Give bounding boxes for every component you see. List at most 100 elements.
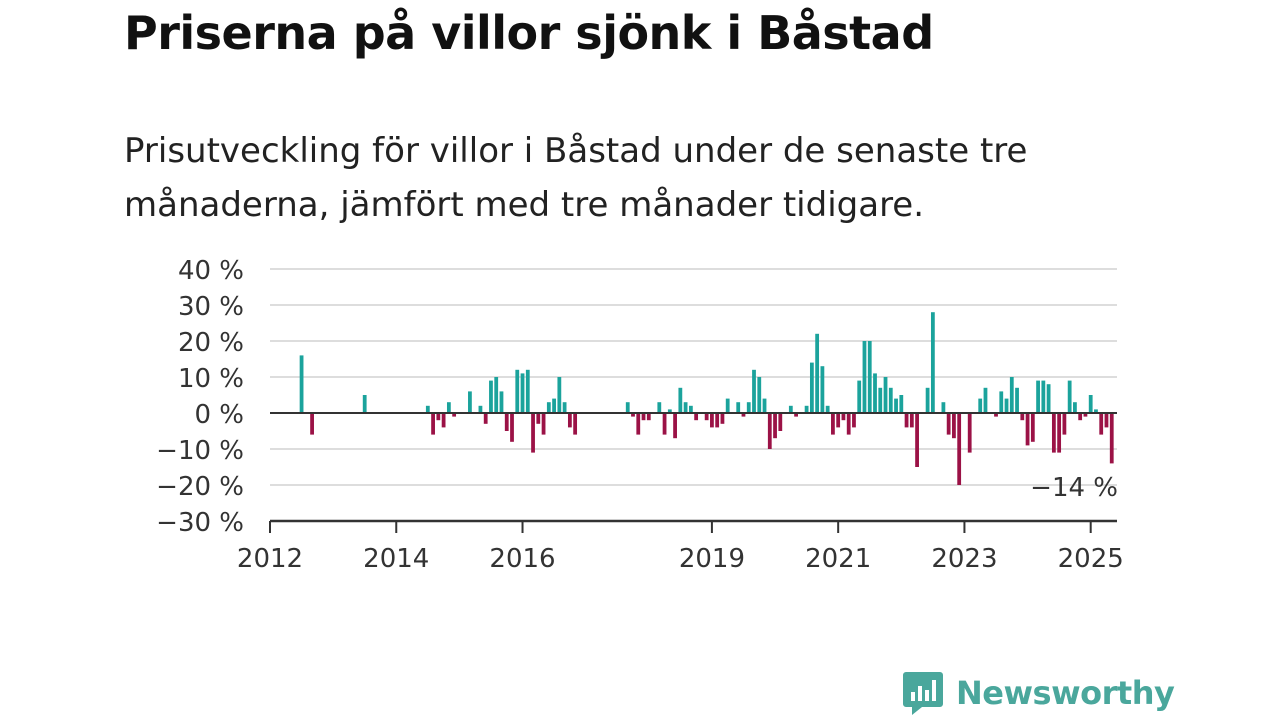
bar [809,362,814,413]
bar [1057,413,1062,453]
bar [1004,398,1009,413]
bar [1109,413,1114,464]
y-tick-label: −20 % [156,472,244,502]
newsworthy-chart-bubble-icon [903,672,943,715]
bar [510,413,514,442]
bar [778,413,783,431]
y-tick-label: −10 % [156,436,244,466]
newsworthy-logo: Newsworthy [902,670,1175,716]
y-tick-label: 0 % [194,400,244,430]
bar [557,377,562,413]
bar [441,413,446,428]
bar [425,405,430,413]
y-tick-label: 10 % [178,364,244,394]
brand-name: Newsworthy [956,674,1175,712]
bar [1025,413,1030,446]
y-tick-label: −30 % [156,508,244,538]
bar [862,341,867,413]
bar [762,398,767,413]
bar [657,402,662,413]
bar [941,402,946,413]
x-tick-label: 2012 [237,544,303,574]
bar [715,413,720,428]
bar [725,398,730,413]
bar [904,413,909,428]
bar [746,402,751,413]
bar [504,413,509,431]
bar [930,312,935,413]
bar [1036,380,1040,413]
bar [888,387,893,413]
bar [788,405,793,413]
x-tick-label: 2021 [805,544,871,574]
bar [1078,413,1083,421]
bar [804,405,809,413]
bar [446,402,451,413]
bar [867,341,872,413]
bar [909,413,914,428]
bar [1030,413,1035,442]
bar [662,413,667,435]
bar [310,413,314,435]
bar [925,387,930,413]
bar [773,413,777,439]
bar [494,377,499,413]
bar [546,402,551,413]
bar [678,387,683,413]
bar [946,413,951,435]
bar [1083,413,1088,417]
bar [362,395,367,413]
bar [567,413,572,428]
bar [573,413,578,435]
last-value-annotation: −14 % [1030,473,1118,503]
axes [269,412,1117,533]
bar [489,380,493,413]
bar [836,413,841,428]
bar [452,413,457,417]
bar [720,413,725,424]
bar [878,387,883,413]
bar [531,413,535,453]
bar [767,413,772,449]
y-tick-label: 20 % [178,328,244,358]
bar [915,413,919,467]
bar [536,413,541,424]
bar [483,413,488,424]
bar [1099,413,1104,435]
x-tick-label: 2016 [489,544,555,574]
annotations: −14 % [1030,473,1118,503]
bar [562,402,567,413]
bar [694,413,699,421]
bar [1015,387,1019,413]
bar [436,413,441,421]
bar [846,413,851,435]
bar [883,377,888,413]
bar [552,398,556,413]
bar [499,391,504,413]
bar [857,380,862,413]
bar [636,413,641,435]
bar [852,413,856,428]
bar [752,369,756,413]
bar [1104,413,1109,428]
bar [820,366,825,413]
bar [478,405,483,413]
bar [625,402,630,413]
bar [825,405,830,413]
chart-title: Priserna på villor sjönk i Båstad [124,6,934,60]
bar [1020,413,1025,421]
bar [1088,395,1093,413]
bar [631,413,635,417]
bar [515,369,520,413]
bar [873,373,877,413]
bar [1009,377,1014,413]
bar [525,369,530,413]
bar [520,373,525,413]
bar-chart: 40 %30 %20 %10 %0 %−10 %−20 %−30 % 2012 2… [156,256,1124,574]
x-tick-label: 2025 [1058,544,1124,574]
bar [841,413,846,421]
bar [710,413,714,428]
bar [983,387,988,413]
bar [704,413,709,421]
bar [741,413,746,417]
